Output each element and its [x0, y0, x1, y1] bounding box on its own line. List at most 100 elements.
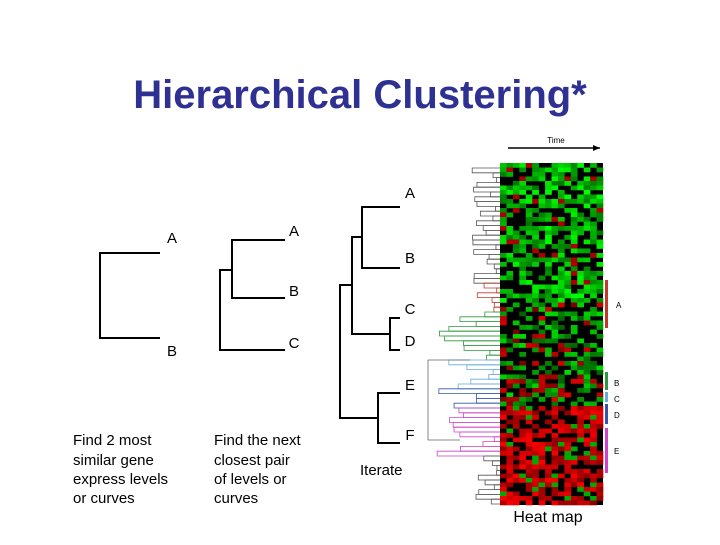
heatmap-cell — [506, 428, 514, 434]
dendrogram-branch — [492, 215, 500, 222]
heatmap-cell — [519, 239, 527, 245]
heatmap-cell — [545, 293, 552, 299]
heatmap-dendrogram — [427, 167, 500, 505]
heatmap-cell — [551, 275, 559, 281]
heatmap-cell — [590, 235, 597, 240]
heatmap-cell — [506, 347, 514, 353]
heatmap-cell — [545, 478, 552, 483]
heatmap-cell — [590, 361, 597, 366]
heatmap-cell — [512, 491, 520, 497]
heatmap-cell — [564, 460, 572, 465]
dendrogram-branch — [474, 196, 500, 202]
heatmap-cell — [545, 190, 552, 195]
heatmap-cell — [519, 226, 527, 231]
heatmap-cell — [545, 388, 552, 393]
heatmap-cell — [577, 469, 584, 474]
heatmap-cell — [506, 478, 514, 483]
heatmap-cell — [557, 473, 565, 479]
heatmap-cell — [500, 361, 507, 366]
heatmap-cell — [583, 352, 591, 357]
heatmap-cell — [519, 181, 527, 186]
heatmap-cell — [590, 275, 597, 281]
heatmap-cell — [500, 190, 507, 195]
heatmap-cell — [506, 455, 514, 461]
heatmap-cell — [557, 316, 565, 321]
heatmap-cell — [557, 302, 565, 308]
heatmap-cell — [596, 176, 604, 182]
heatmap-cell — [545, 289, 552, 294]
heatmap-cell — [551, 334, 559, 339]
heatmap-cell — [577, 194, 584, 200]
heatmap-cell — [545, 383, 552, 389]
heatmap-cell — [532, 473, 539, 479]
heatmap-cell — [583, 455, 591, 461]
heatmap-cell — [538, 338, 546, 344]
heatmap-cell — [512, 455, 520, 461]
heatmap-cell — [545, 307, 552, 312]
heatmap-cell — [545, 181, 552, 186]
heatmap-cell — [519, 451, 527, 456]
dendrogram-branch — [478, 489, 500, 495]
heatmap-cell — [564, 500, 572, 506]
heatmap-cell — [538, 365, 546, 371]
heatmap-cell — [519, 496, 527, 501]
dendrogram-branch — [492, 172, 500, 178]
heatmap-cell — [596, 397, 604, 402]
heatmap-cell — [500, 298, 507, 303]
heatmap-cell — [525, 469, 533, 474]
heatmap-cell — [583, 424, 591, 429]
heatmap-cell — [532, 446, 539, 452]
heatmap-cell — [557, 311, 565, 317]
heatmap-cell — [590, 199, 597, 204]
heatmap-cell — [519, 464, 527, 470]
heatmap-cell — [577, 302, 584, 308]
dendrogram-branch — [490, 191, 500, 198]
heatmap-cell — [500, 482, 507, 488]
time-label: Time — [547, 136, 565, 145]
heatmap-cell — [557, 374, 565, 380]
dendrogram-branch — [486, 354, 500, 361]
heatmap-cell — [512, 478, 520, 483]
heatmap-cell — [506, 379, 514, 384]
heatmap-cell — [512, 230, 520, 236]
leaf-label: C — [405, 301, 416, 318]
heatmap-cell — [525, 271, 533, 276]
dendrogram-branch — [473, 278, 500, 284]
heatmap-cell — [557, 442, 565, 447]
heatmap-cell — [583, 311, 591, 317]
heatmap-cell — [519, 311, 527, 317]
dendrogram-branch — [493, 484, 500, 490]
heatmap-cell — [577, 496, 584, 501]
heatmap-cell — [519, 406, 527, 411]
dendrogram-branch — [493, 436, 500, 442]
heatmap-cell — [577, 415, 584, 420]
heatmap-cell — [532, 464, 539, 470]
heatmap-cell — [557, 275, 565, 281]
heatmap-cell — [538, 374, 546, 380]
dendrogram-branch — [483, 455, 500, 462]
heatmap-cell — [583, 248, 591, 254]
heatmap-cell — [545, 482, 552, 488]
dendrogram-branch — [485, 230, 500, 236]
heatmap-cell — [532, 334, 539, 339]
heatmap-cell — [570, 500, 578, 506]
heatmap-cell — [532, 361, 539, 366]
heatmap-cell — [583, 239, 591, 245]
heatmap-cell — [577, 280, 584, 285]
heatmap-cell — [590, 451, 597, 456]
heatmap-cell — [583, 370, 591, 375]
heatmap-cell — [557, 167, 565, 173]
heatmap-cell — [525, 253, 533, 258]
heatmap-cell — [500, 208, 507, 213]
heatmap-cell — [590, 424, 597, 429]
heatmap-cell — [590, 437, 597, 443]
heatmap-cell — [506, 464, 514, 470]
heatmap-cell — [596, 311, 604, 317]
heatmap-cell — [564, 194, 572, 200]
heatmap-cell — [590, 289, 597, 294]
heatmap-cell — [564, 487, 572, 492]
heatmap-cell — [532, 185, 539, 191]
heatmap-cell — [532, 469, 539, 474]
dendrogram-branch — [495, 206, 500, 212]
heatmap-cell — [570, 482, 578, 488]
